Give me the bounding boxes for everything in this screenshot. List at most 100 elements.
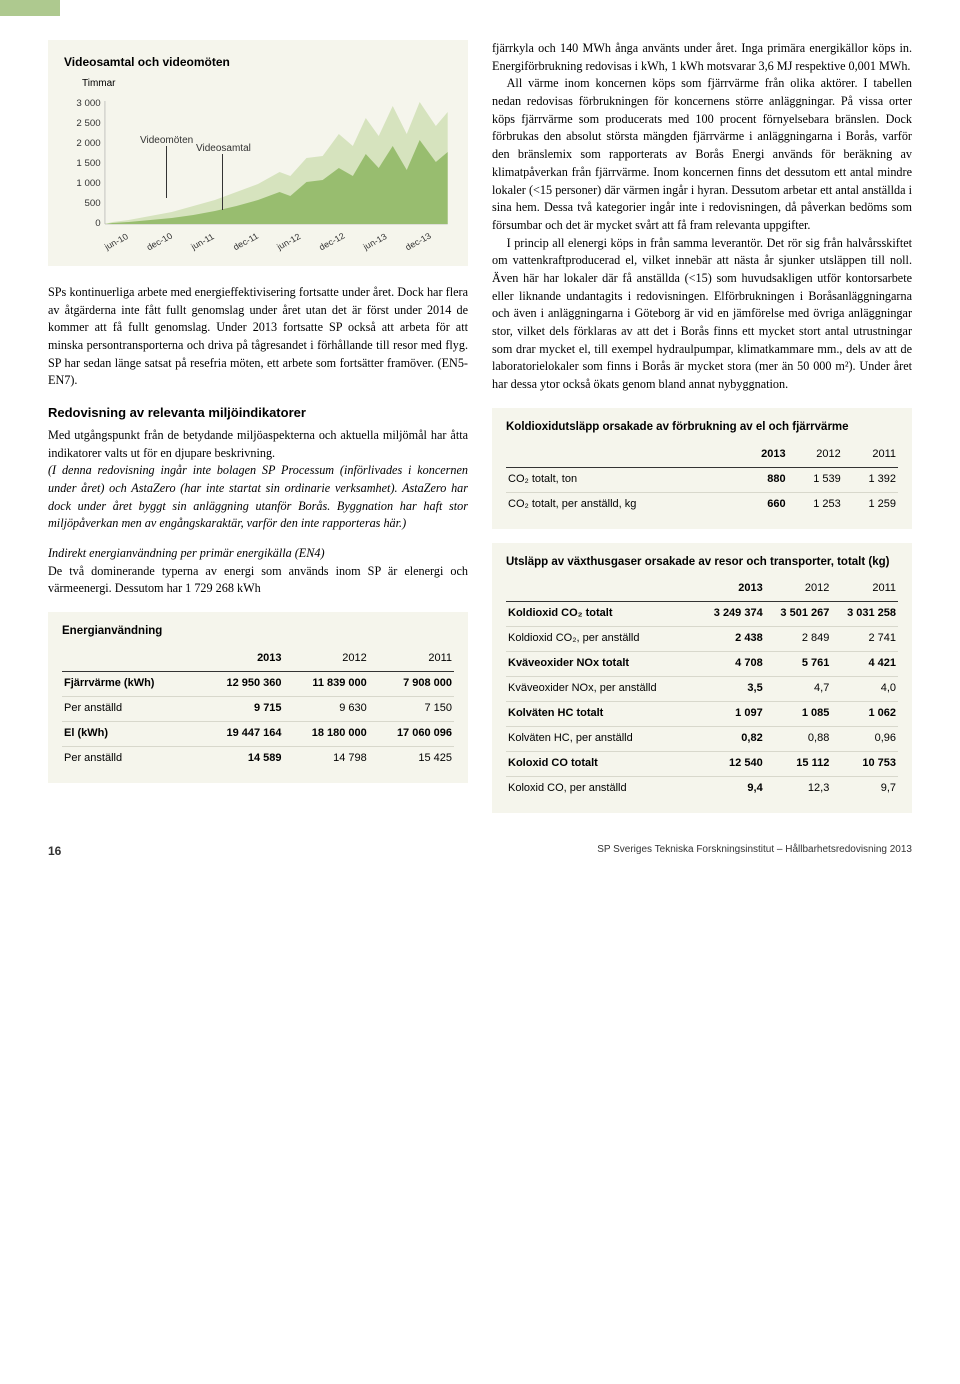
row-value: 1 253 (788, 492, 843, 516)
row-value: 1 062 (831, 702, 898, 727)
table-row: CO₂ totalt, per anställd, kg6601 2531 25… (506, 492, 898, 516)
top-tab (0, 0, 60, 16)
row-value: 4 708 (698, 652, 765, 677)
table-row: Koldioxid CO₂, per anställd2 4382 8492 7… (506, 627, 898, 652)
svg-text:500: 500 (84, 198, 100, 208)
table-row: Per anställd14 58914 79815 425 (62, 746, 454, 770)
row-value: 15 112 (765, 752, 832, 777)
svg-text:dec-10: dec-10 (145, 231, 174, 252)
svg-text:dec-13: dec-13 (403, 231, 432, 252)
chart-plot: 3 000 2 500 2 000 1 500 1 000 500 0 (64, 96, 452, 256)
table-row: Kväveoxider NOx totalt4 7085 7614 421 (506, 652, 898, 677)
table-row: Koloxid CO totalt12 54015 11210 753 (506, 752, 898, 777)
leader-line-1 (166, 146, 167, 198)
row-value: 1 097 (698, 702, 765, 727)
leader-line-2 (222, 154, 223, 210)
row-value: 880 (738, 467, 788, 492)
co2-table-body: CO₂ totalt, ton8801 5391 392CO₂ totalt, … (506, 467, 898, 516)
co2-table: Koldioxidutsläpp orsakade av förbrukning… (492, 408, 912, 529)
row-value: 2 438 (698, 627, 765, 652)
row-value: 2 849 (765, 627, 832, 652)
row-value: 12 950 360 (198, 671, 283, 696)
chart-y-unit: Timmar (82, 77, 452, 92)
row-value: 15 425 (369, 746, 454, 770)
page-number: 16 (48, 843, 61, 860)
row-value: 0,82 (698, 727, 765, 752)
row-value: 1 259 (843, 492, 898, 516)
ghg-table-grid: 2013 2012 2011 Koldioxid CO₂ totalt3 249… (506, 577, 898, 800)
svg-text:jun-11: jun-11 (188, 231, 216, 251)
section-heading: Redovisning av relevanta miljöindikatore… (48, 404, 468, 423)
row-value: 1 085 (765, 702, 832, 727)
row-label: Kolväten HC, per anställd (506, 727, 698, 752)
row-label: Kväveoxider NOx, per anställd (506, 677, 698, 702)
row-value: 9 715 (198, 696, 283, 721)
left-p1: SPs kontinuerliga arbete med energieffek… (48, 284, 468, 390)
col-year: 2013 (698, 577, 765, 601)
row-value: 9,7 (831, 776, 898, 800)
right-column: fjärrkyla och 140 MWh ånga använts under… (492, 40, 912, 813)
ghg-table-caption: Utsläpp av växthusgaser orsakade av reso… (506, 555, 898, 570)
svg-text:2 500: 2 500 (76, 118, 100, 128)
row-label: CO₂ totalt, per anställd, kg (506, 492, 738, 516)
row-value: 14 589 (198, 746, 283, 770)
left-column: Videosamtal och videomöten Timmar 3 000 … (48, 40, 468, 813)
col-year: 2012 (284, 647, 369, 671)
row-value: 18 180 000 (284, 721, 369, 746)
left-body-text: SPs kontinuerliga arbete med energieffek… (48, 284, 468, 598)
svg-text:3 000: 3 000 (76, 98, 100, 108)
svg-text:jun-10: jun-10 (102, 231, 130, 252)
ghg-table-body: Koldioxid CO₂ totalt3 249 3743 501 2673 … (506, 602, 898, 801)
svg-text:jun-13: jun-13 (360, 231, 388, 252)
svg-text:1 000: 1 000 (76, 178, 100, 188)
row-value: 17 060 096 (369, 721, 454, 746)
col-year: 2011 (369, 647, 454, 671)
row-value: 4 421 (831, 652, 898, 677)
row-value: 0,96 (831, 727, 898, 752)
right-body-text: fjärrkyla och 140 MWh ånga använts under… (492, 40, 912, 394)
row-value: 1 539 (788, 467, 843, 492)
co2-table-grid: 2013 2012 2011 CO₂ totalt, ton8801 5391 … (506, 443, 898, 517)
col-year: 2012 (765, 577, 832, 601)
row-label: Fjärrvärme (kWh) (62, 671, 198, 696)
svg-text:2 000: 2 000 (76, 138, 100, 148)
row-label: Per anställd (62, 746, 198, 770)
row-value: 12 540 (698, 752, 765, 777)
table-row: Kolväten HC, per anställd0,820,880,96 (506, 727, 898, 752)
row-value: 1 392 (843, 467, 898, 492)
row-value: 3 249 374 (698, 602, 765, 627)
left-p3-italic: (I denna redovisning ingår inte bolagen … (48, 462, 468, 533)
left-p4-header: Indirekt energianvändning per primär ene… (48, 545, 468, 563)
energy-table-body: Fjärrvärme (kWh)12 950 36011 839 0007 90… (62, 671, 454, 770)
row-label: Koldioxid CO₂ totalt (506, 602, 698, 627)
series-label-videosamtal: Videosamtal (196, 142, 251, 157)
table-row: Kväveoxider NOx, per anställd3,54,74,0 (506, 677, 898, 702)
ghg-table: Utsläpp av växthusgaser orsakade av reso… (492, 543, 912, 813)
row-label: El (kWh) (62, 721, 198, 746)
chart-videosamtal: Videosamtal och videomöten Timmar 3 000 … (48, 40, 468, 266)
page-content: Videosamtal och videomöten Timmar 3 000 … (0, 0, 960, 833)
row-label: Koldioxid CO₂, per anställd (506, 627, 698, 652)
col-year: 2011 (843, 443, 898, 467)
right-p2: All värme inom koncernen köps som fjärrv… (492, 75, 912, 234)
energy-table: Energianvändning 2013 2012 2011 Fjärrvär… (48, 612, 468, 783)
row-label: CO₂ totalt, ton (506, 467, 738, 492)
row-label: Koloxid CO totalt (506, 752, 698, 777)
row-value: 7 908 000 (369, 671, 454, 696)
col-year: 2013 (198, 647, 283, 671)
energy-table-grid: 2013 2012 2011 Fjärrvärme (kWh)12 950 36… (62, 647, 454, 771)
row-value: 12,3 (765, 776, 832, 800)
row-value: 4,7 (765, 677, 832, 702)
row-value: 4,0 (831, 677, 898, 702)
right-p3: I princip all elenergi köps in från samm… (492, 235, 912, 394)
svg-text:1 500: 1 500 (76, 158, 100, 168)
right-p1: fjärrkyla och 140 MWh ånga använts under… (492, 40, 912, 75)
row-value: 660 (738, 492, 788, 516)
svg-text:dec-12: dec-12 (317, 231, 346, 252)
row-value: 7 150 (369, 696, 454, 721)
table-row: El (kWh)19 447 16418 180 00017 060 096 (62, 721, 454, 746)
row-value: 3 031 258 (831, 602, 898, 627)
row-label: Kolväten HC totalt (506, 702, 698, 727)
left-p4: De två dominerande typerna av energi som… (48, 563, 468, 598)
row-value: 2 741 (831, 627, 898, 652)
